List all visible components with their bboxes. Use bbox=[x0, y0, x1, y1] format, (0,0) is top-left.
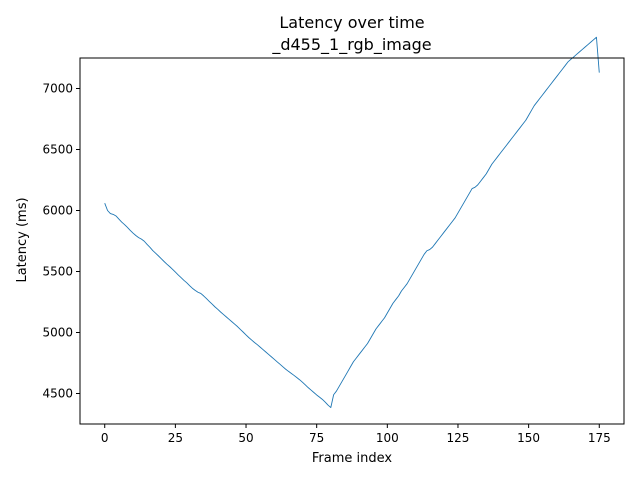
plot-area bbox=[104, 36, 600, 408]
x-tick-label: 150 bbox=[517, 431, 540, 445]
x-axis-ticks: 0 25 50 75 100 125 150 175 bbox=[101, 424, 611, 445]
x-tick-label: 125 bbox=[447, 431, 470, 445]
y-tick-label: 7000 bbox=[42, 82, 73, 96]
x-tick-label: 175 bbox=[588, 431, 611, 445]
y-tick-label: 5500 bbox=[42, 265, 73, 279]
chart-subtitle: _d455_1_rgb_image bbox=[271, 35, 431, 55]
y-tick-label: 4500 bbox=[42, 387, 73, 401]
x-axis-label: Frame index bbox=[312, 451, 393, 466]
latency-series-line bbox=[104, 36, 600, 408]
x-tick-label: 100 bbox=[376, 431, 399, 445]
axes-frame bbox=[79, 57, 625, 425]
x-tick-label: 25 bbox=[168, 431, 183, 445]
chart-title: Latency over time bbox=[279, 13, 424, 32]
x-tick-label: 75 bbox=[309, 431, 324, 445]
y-tick-label: 5000 bbox=[42, 326, 73, 340]
y-tick-label: 6000 bbox=[42, 204, 73, 218]
y-axis-label: Latency (ms) bbox=[15, 197, 30, 282]
x-tick-label: 50 bbox=[238, 431, 253, 445]
y-axis-ticks: 4500 5000 5500 6000 6500 7000 bbox=[42, 82, 80, 401]
y-tick-label: 6500 bbox=[42, 143, 73, 157]
x-tick-label: 0 bbox=[101, 431, 109, 445]
